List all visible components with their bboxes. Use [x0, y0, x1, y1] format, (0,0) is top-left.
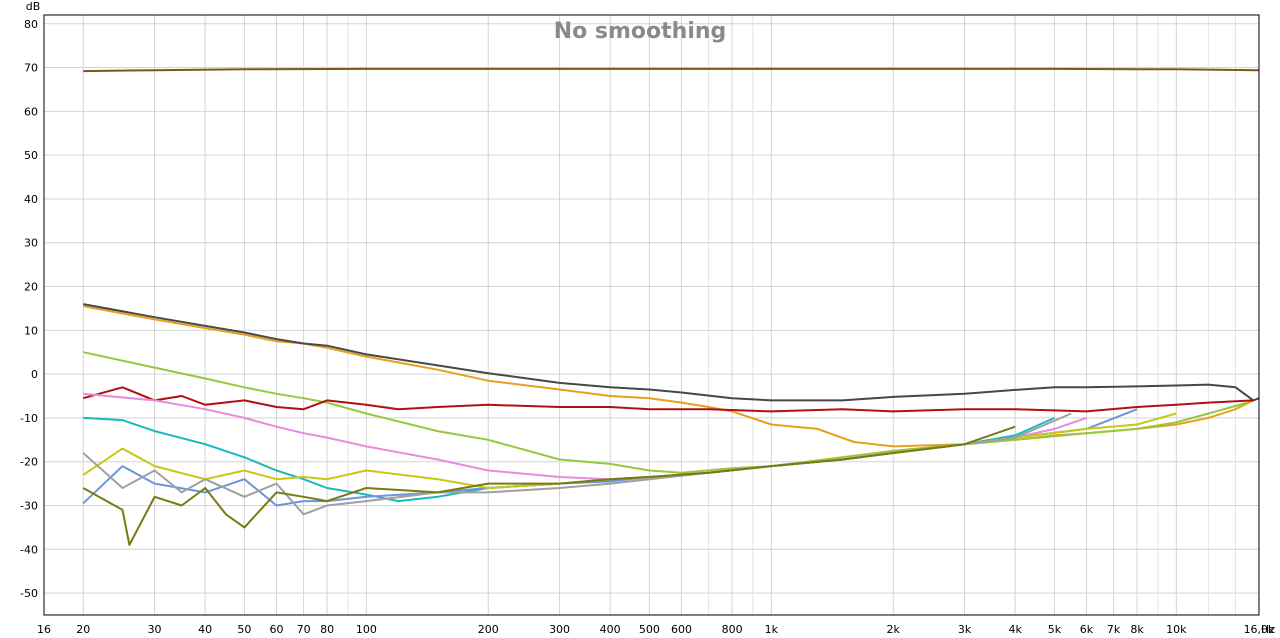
y-tick-9: -10 — [20, 412, 38, 425]
x-tick-8: 100 — [356, 623, 377, 636]
grid-lines — [43, 15, 1260, 615]
x-tick-2: 30 — [148, 623, 162, 636]
x-tick-3: 40 — [198, 623, 212, 636]
x-tick-18: 4k — [1008, 623, 1022, 636]
x-tick-5: 60 — [269, 623, 283, 636]
x-tick-11: 400 — [600, 623, 621, 636]
x-tick-19: 5k — [1048, 623, 1062, 636]
y-tick-10: -20 — [20, 456, 38, 469]
x-tick-15: 1k — [765, 623, 779, 636]
x-tick-7: 80 — [320, 623, 334, 636]
x-tick-16: 2k — [887, 623, 901, 636]
series-line-1 — [83, 305, 1254, 448]
series-line-2 — [83, 303, 1260, 402]
series-line-9 — [82, 412, 1072, 516]
x-tick-14: 800 — [722, 623, 743, 636]
x-tick-12: 500 — [639, 623, 660, 636]
y-tick-7: 10 — [24, 324, 38, 337]
y-tick-4: 40 — [24, 193, 38, 206]
y-tick-1: 70 — [24, 62, 38, 75]
y-tick-13: -50 — [20, 587, 38, 600]
x-tick-21: 7k — [1107, 623, 1121, 636]
y-tick-6: 20 — [24, 281, 38, 294]
y-tick-0: 80 — [24, 18, 38, 31]
y-tick-8: 0 — [31, 368, 38, 381]
chart-title: No smoothing — [554, 19, 727, 44]
x-tick-1: 20 — [76, 623, 90, 636]
x-tick-13: 600 — [671, 623, 692, 636]
x-tick-22: 8k — [1130, 623, 1144, 636]
y-tick-labels: 80 70 60 50 40 30 20 10 0 -10 -20 -30 -40 -50 — [20, 18, 38, 600]
y-axis-label: dB — [26, 0, 41, 13]
series-line-8 — [82, 412, 1177, 489]
series-line-10 — [82, 425, 1016, 546]
x-tick-9: 200 — [478, 623, 499, 636]
series-line-3 — [82, 351, 1248, 474]
x-tick-10: 300 — [549, 623, 570, 636]
x-tick-17: 3k — [958, 623, 972, 636]
x-tick-6: 70 — [297, 623, 311, 636]
series-lines — [82, 67, 1260, 546]
x-tick-0: 16 — [37, 623, 51, 636]
x-tick-23: 10k — [1166, 623, 1187, 636]
x-tick-labels: 16 20 30 40 50 60 70 80 100 200 300 400 500 600 800 1k 2… — [37, 623, 1275, 636]
y-tick-2: 60 — [24, 105, 38, 118]
y-tick-5: 30 — [24, 237, 38, 250]
y-tick-11: -30 — [20, 500, 38, 513]
y-tick-3: 50 — [24, 149, 38, 162]
x-tick-20: 6k — [1080, 623, 1094, 636]
x-tick-4: 50 — [237, 623, 251, 636]
series-line-4 — [82, 386, 1254, 413]
x-tick-24: 16,0k — [1244, 623, 1275, 636]
plot-frame — [43, 14, 1260, 616]
y-tick-12: -40 — [20, 543, 38, 556]
x-axis-unit: Hz — [1261, 623, 1275, 636]
series-line-0 — [83, 67, 1260, 73]
